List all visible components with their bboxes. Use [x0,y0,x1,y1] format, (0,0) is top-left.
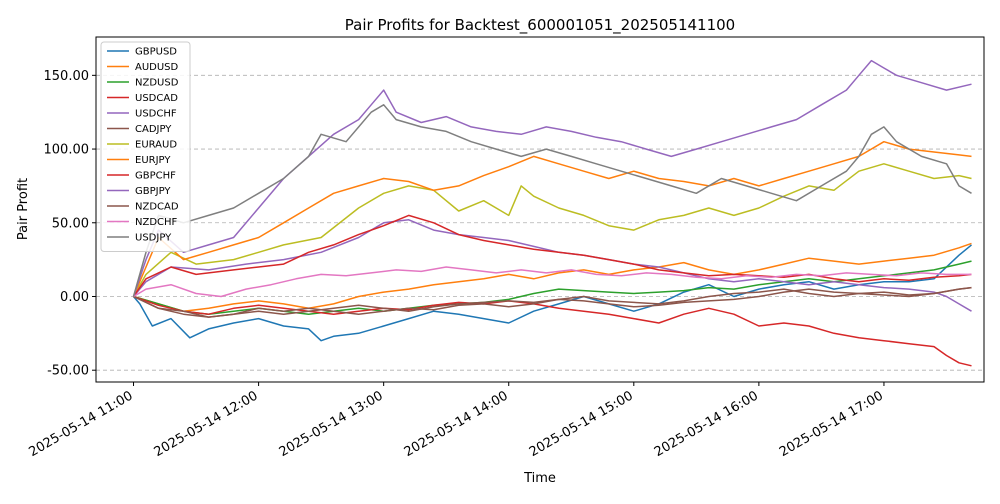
legend: GBPUSD AUDUSD NZDUSD USDCAD USDCHF CADJPY EURA… [100,41,191,252]
series-line-usdchf [132,219,972,312]
series-line-nzdcad [133,286,972,318]
legend-label: CADJPY [135,124,172,135]
y-tick-label: 100.00 [44,143,90,158]
series-line-usdjpy [132,104,972,297]
series-line-nzdchf [133,266,972,298]
legend-label: NZDCAD [135,202,179,213]
series-line-gbpjpy [132,59,972,297]
y-tick-label: 50.00 [52,216,89,231]
y-tick-label: 0.00 [60,290,89,305]
legend-label: EURJPY [135,155,171,166]
legend-label: GBPCHF [135,171,176,182]
series-line-eurjpy [132,140,972,297]
legend-label: NZDUSD [135,78,179,89]
legend-label: GBPUSD [135,47,177,58]
grid-lines [96,74,984,371]
x-axis-label: Time [523,471,556,486]
legend-label: GBPJPY [135,186,171,197]
y-axis-label: Pair Profit [16,178,31,240]
legend-label: USDJPY [135,233,172,244]
x-tick-label: 2025-05-14 15:00 [527,388,636,460]
legend-label: AUDUSD [135,62,179,73]
legend-label: EURAUD [135,140,177,151]
plot-area-frame [95,36,985,383]
x-tick-label: 2025-05-14 17:00 [777,388,886,460]
x-tick-label: 2025-05-14 13:00 [277,388,386,460]
y-tick-label: 150.00 [44,69,90,84]
series-lines [132,59,972,367]
series-line-gbpchf [132,214,972,297]
series-line-cadjpy [133,286,972,318]
legend-box [100,41,191,252]
legend-label: USDCHF [135,109,177,120]
series-line-gbpusd [132,244,972,342]
x-tick-label: 2025-05-14 12:00 [152,388,261,460]
series-line-euraud [132,163,972,297]
x-tick-label: 2025-05-14 14:00 [402,388,511,460]
series-line-audusd [133,242,972,312]
x-tick-label: 2025-05-14 16:00 [652,388,761,460]
legend-label: NZDCHF [135,217,178,228]
x-tick-label: 2025-05-14 11:00 [27,388,136,460]
legend-label: USDCAD [135,93,178,104]
chart-title: Pair Profits for Backtest_600001051_2025… [345,16,735,35]
series-line-usdcad [133,295,972,367]
y-tick-label: -50.00 [47,364,89,379]
